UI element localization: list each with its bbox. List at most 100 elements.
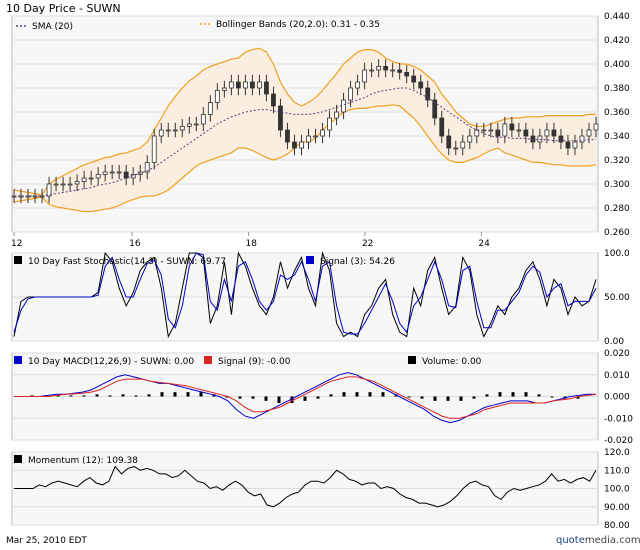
candle-body <box>242 81 248 89</box>
candle-body <box>95 173 101 179</box>
stochastic-y-tick-label: 50.00 <box>604 293 630 303</box>
macd-series-0 <box>14 372 596 424</box>
price-y-tick-label: 0.440 <box>604 12 630 22</box>
candle-body <box>292 141 297 149</box>
volume-bar <box>290 396 294 404</box>
momentum-y-tick-label: 80.00 <box>604 521 630 531</box>
momentum-y-tick-label: 110.0 <box>604 466 630 476</box>
candle-body <box>453 147 459 150</box>
volume-bar <box>407 396 411 398</box>
sma-legend-label: SMA (20) <box>32 22 73 32</box>
candle-body <box>334 111 339 119</box>
candle-body <box>193 123 199 126</box>
price-y-tick-label: 0.380 <box>604 84 630 94</box>
candle-body <box>151 135 157 163</box>
logo-text-right: media.com <box>584 535 640 546</box>
candle-body <box>327 117 332 131</box>
candle-body <box>278 105 283 131</box>
candle-body <box>474 129 480 137</box>
momentum-y-tick-label: 100.0 <box>604 485 630 495</box>
candle-body <box>467 135 473 143</box>
macd-signal-legend-label: Signal (9): -0.00 <box>218 357 291 367</box>
candle-body <box>67 183 73 186</box>
stochastic-legend-swatch <box>14 256 22 264</box>
candle-body <box>383 66 389 71</box>
candle-body <box>537 135 543 143</box>
candle-body <box>530 135 536 143</box>
candle-body <box>411 75 417 83</box>
candle-body <box>172 129 178 132</box>
volume-bar <box>121 394 125 397</box>
volume-bar <box>251 396 255 399</box>
volume-bar <box>368 392 372 397</box>
quotemedia-logo[interactable]: quotemedia.com <box>556 535 640 546</box>
macd-panel: -0.020 -0.010 0.000 0.010 0.020 10 Day MACD(1… <box>11 349 633 446</box>
price-y-tick-label: 0.400 <box>604 60 630 70</box>
candle-body <box>271 93 276 107</box>
candle-body <box>495 129 501 137</box>
candle-body <box>460 141 466 149</box>
stochastic-series-1 <box>13 252 597 335</box>
volume-bar <box>511 392 515 397</box>
price-y-tick-label: 0.360 <box>604 108 630 118</box>
candle-body <box>102 171 108 175</box>
candle-body <box>109 171 115 174</box>
candle-body <box>488 129 494 132</box>
candle-body <box>390 69 396 72</box>
volume-bar <box>420 396 424 399</box>
stochastic-signal-legend-swatch <box>306 256 314 264</box>
candle-body <box>439 117 445 137</box>
candle-body <box>123 171 129 179</box>
price-y-tick-label: 0.300 <box>604 180 630 190</box>
volume-bar <box>30 395 34 397</box>
macd-y-tick-label: 0.000 <box>604 393 630 403</box>
candle-body <box>207 102 213 115</box>
candle-body <box>593 123 599 131</box>
volume-bar <box>173 392 177 397</box>
price-panel: 0.260 0.280 0.300 0.320 0.340 0.360 0.380 0.400… <box>11 12 630 249</box>
momentum-y-tick-label: 90.00 <box>604 503 630 513</box>
candle-body <box>572 141 578 149</box>
volume-bar <box>199 392 203 397</box>
candle-body <box>250 81 255 89</box>
volume-bar <box>69 395 73 397</box>
candle-body <box>200 114 206 125</box>
price-x-tick-label: 12 <box>11 239 22 249</box>
candle-body <box>551 129 557 137</box>
volume-bar <box>355 392 359 397</box>
candle-body <box>214 90 220 103</box>
candle-body <box>285 129 290 143</box>
candle-body <box>558 135 564 143</box>
macd-y-tick-label: 0.020 <box>604 349 630 359</box>
volume-bar <box>225 396 229 398</box>
stochastic-series-0 <box>13 251 597 339</box>
volume-bar <box>433 396 437 401</box>
volume-legend-label: Volume: 0.00 <box>422 357 482 367</box>
candle-body <box>257 81 262 89</box>
volume-bar <box>524 392 528 397</box>
candle-body <box>348 87 353 101</box>
macd-y-tick-label: -0.020 <box>604 436 633 446</box>
candle-body <box>397 69 403 73</box>
momentum-panel: 80.00 90.00 100.0 110.0 120.0 Momentum (12): … <box>11 448 630 531</box>
volume-bar <box>134 395 138 397</box>
candle-body <box>565 141 571 149</box>
volume-bar <box>82 395 86 397</box>
volume-bar <box>446 396 450 401</box>
candle-body <box>404 72 410 77</box>
volume-bar <box>537 394 541 397</box>
candle-body <box>228 81 234 89</box>
stochastic-y-tick-label: 0.00 <box>604 337 624 347</box>
candle-body <box>425 87 431 101</box>
candle-body <box>362 69 368 83</box>
price-panel-title: 10 Day Price - SUWN <box>6 2 121 15</box>
candle-body <box>264 81 269 95</box>
logo-text-left: quote <box>556 535 585 546</box>
volume-bar <box>576 396 580 399</box>
candle-body <box>116 171 122 174</box>
candle-body <box>81 177 87 182</box>
candle-body <box>299 141 304 149</box>
volume-bar <box>160 392 164 397</box>
bollinger-upper-line <box>13 47 596 196</box>
